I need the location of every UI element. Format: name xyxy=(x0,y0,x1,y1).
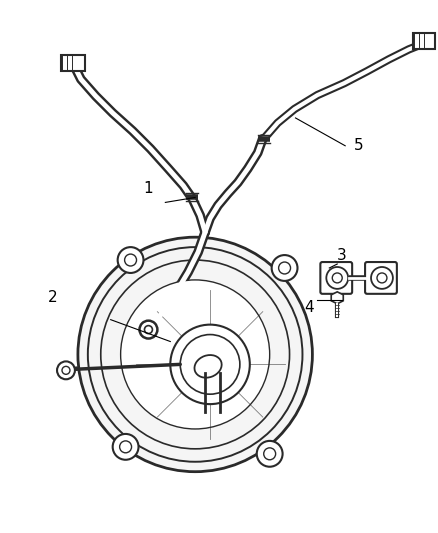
Circle shape xyxy=(57,361,75,379)
FancyBboxPatch shape xyxy=(61,55,85,71)
Circle shape xyxy=(377,273,387,283)
Circle shape xyxy=(264,448,276,460)
Circle shape xyxy=(124,254,137,266)
Circle shape xyxy=(120,441,131,453)
Polygon shape xyxy=(331,292,343,304)
Circle shape xyxy=(120,280,270,429)
FancyBboxPatch shape xyxy=(320,262,352,294)
Text: 3: 3 xyxy=(336,247,346,263)
Text: 2: 2 xyxy=(48,290,58,305)
Circle shape xyxy=(180,335,240,394)
FancyBboxPatch shape xyxy=(413,34,434,50)
Ellipse shape xyxy=(194,355,222,378)
Circle shape xyxy=(170,325,250,404)
Circle shape xyxy=(332,273,342,283)
Text: 1: 1 xyxy=(144,181,153,196)
Circle shape xyxy=(279,262,290,274)
Text: 4: 4 xyxy=(304,300,314,315)
Circle shape xyxy=(326,267,348,289)
Text: 5: 5 xyxy=(354,138,364,154)
Circle shape xyxy=(62,366,70,374)
Circle shape xyxy=(118,247,144,273)
Circle shape xyxy=(272,255,297,281)
Circle shape xyxy=(78,237,312,472)
Circle shape xyxy=(113,434,138,460)
Circle shape xyxy=(371,267,393,289)
Circle shape xyxy=(257,441,283,467)
Circle shape xyxy=(140,321,157,338)
FancyBboxPatch shape xyxy=(365,262,397,294)
Circle shape xyxy=(145,326,152,334)
